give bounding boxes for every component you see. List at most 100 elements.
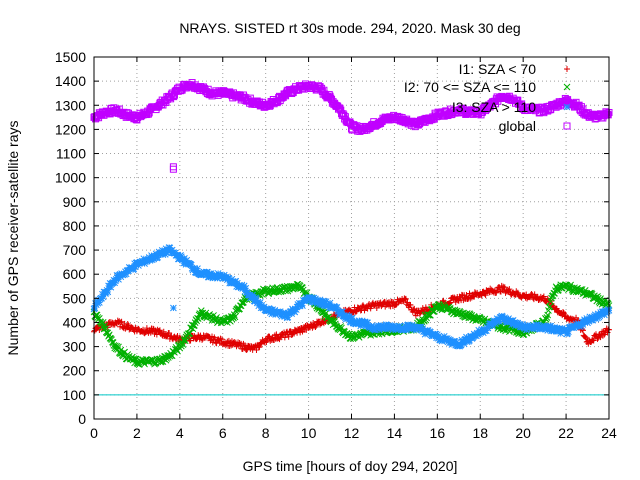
y-tick-label: 100 (63, 387, 87, 403)
global-point (603, 109, 611, 117)
x-axis-label: GPS time [hours of doy 294, 2020] (243, 458, 458, 474)
i3-sza-110-point (489, 322, 496, 330)
i3-sza-110-point (320, 302, 328, 309)
i3-sza-110-point (586, 313, 594, 321)
i3-sza-110-point (408, 321, 416, 329)
i3-sza-110-point (299, 302, 306, 309)
i3-sza-110-point (194, 265, 201, 272)
i3-sza-110-point (256, 299, 264, 306)
y-tick-label: 900 (63, 194, 87, 210)
i1-sza-70-point (501, 284, 508, 291)
i3-sza-110-point (107, 283, 115, 291)
i1-sza-70-point (256, 343, 263, 350)
i3-sza-110-point (91, 304, 99, 312)
i3-sza-110-point (438, 337, 446, 345)
i1-sza-70-point (218, 336, 225, 343)
i3-sza-110-point (338, 308, 346, 316)
i3-sza-110-point (565, 328, 572, 336)
i3-sza-110-point (289, 305, 296, 313)
i3-sza-110-point (562, 327, 570, 334)
i1-sza-70-point (153, 331, 160, 338)
i2-70-sza-110-point (337, 323, 345, 330)
x-tick-label: 22 (558, 425, 574, 441)
i3-sza-110-point (335, 308, 342, 316)
i3-sza-110-point (384, 325, 392, 333)
i3-sza-110-point (163, 249, 171, 256)
i3-sza-110-point (103, 286, 111, 294)
i1-sza-70-point (160, 328, 167, 335)
i1-sza-70-point (531, 291, 538, 298)
i3-sza-110-point (496, 318, 503, 325)
legend-label: I3: SZA > 110 (452, 99, 536, 115)
i3-sza-110-point (111, 279, 119, 287)
i3-sza-110-point (432, 330, 440, 338)
i3-sza-110-point (371, 326, 379, 334)
i1-sza-70-point (313, 322, 320, 329)
i3-sza-110-point (112, 277, 119, 285)
i3-sza-110-point (435, 332, 443, 340)
outlier-point (170, 304, 177, 312)
i3-sza-110-point (94, 299, 102, 307)
y-tick-label: 1100 (56, 146, 86, 162)
i1-sza-70-point (560, 309, 567, 316)
i1-sza-70-point (392, 302, 399, 309)
i2-70-sza-110-point (543, 314, 551, 321)
i3-sza-110-point (242, 284, 250, 292)
i3-sza-110-point (253, 295, 260, 303)
i3-sza-110-point (121, 271, 129, 278)
i3-sza-110-point (269, 306, 276, 313)
i3-sza-110-point (579, 321, 587, 328)
i1-sza-70-point (601, 331, 608, 338)
i2-70-sza-110-point (331, 318, 338, 325)
i3-sza-110-point (168, 246, 176, 254)
i3-sza-110-point (393, 323, 401, 331)
i2-70-sza-110-point (594, 293, 601, 300)
i2-70-sza-110-point (93, 311, 101, 319)
y-tick-label: 0 (78, 411, 86, 427)
x-tick-label: 6 (219, 425, 227, 441)
i3-sza-110-point (154, 253, 161, 261)
i1-sza-70-point (117, 319, 124, 326)
i3-sza-110-point (519, 320, 526, 328)
i3-sza-110-point (403, 326, 411, 334)
i3-sza-110-point (535, 321, 542, 329)
i1-sza-70-point (419, 305, 426, 312)
i3-sza-110-point (148, 256, 156, 264)
i1-sza-70-point (273, 331, 280, 338)
i3-sza-110-point (364, 319, 371, 327)
y-tick-label: 700 (63, 242, 87, 258)
i3-sza-110-point (571, 323, 579, 331)
i3-sza-110-point (463, 333, 470, 341)
i3-sza-110-point (502, 315, 509, 323)
i3-sza-110-point (361, 318, 369, 326)
i3-sza-110-point (237, 284, 245, 292)
i3-sza-110-point (287, 307, 295, 315)
i2-70-sza-110-point (186, 330, 194, 337)
i3-sza-110-point (601, 307, 609, 314)
series-3 (90, 79, 613, 135)
i3-sza-110-point (544, 327, 552, 334)
series-2 (90, 244, 613, 350)
i1-sza-70-point (594, 335, 601, 342)
global-point (325, 91, 333, 99)
i3-sza-110-point (345, 314, 352, 322)
i3-sza-110-point (183, 256, 191, 264)
data-points (90, 79, 613, 369)
i3-sza-110-point (191, 264, 198, 272)
y-tick-label: 600 (63, 266, 87, 282)
i1-sza-70-point (590, 337, 597, 344)
x-tick-label: 4 (176, 425, 184, 441)
i3-sza-110-point (386, 322, 394, 329)
i3-sza-110-point (591, 311, 599, 319)
i1-sza-70-point (287, 328, 294, 335)
i1-sza-70-point (506, 286, 513, 293)
legend-marker (564, 66, 570, 72)
i3-sza-110-point (322, 298, 330, 305)
i3-sza-110-point (499, 313, 506, 321)
i1-sza-70-point (402, 295, 409, 302)
i3-sza-110-point (318, 298, 325, 305)
i3-sza-110-point (214, 270, 222, 277)
y-tick-label: 800 (63, 218, 87, 234)
i1-sza-70-point (124, 320, 131, 327)
